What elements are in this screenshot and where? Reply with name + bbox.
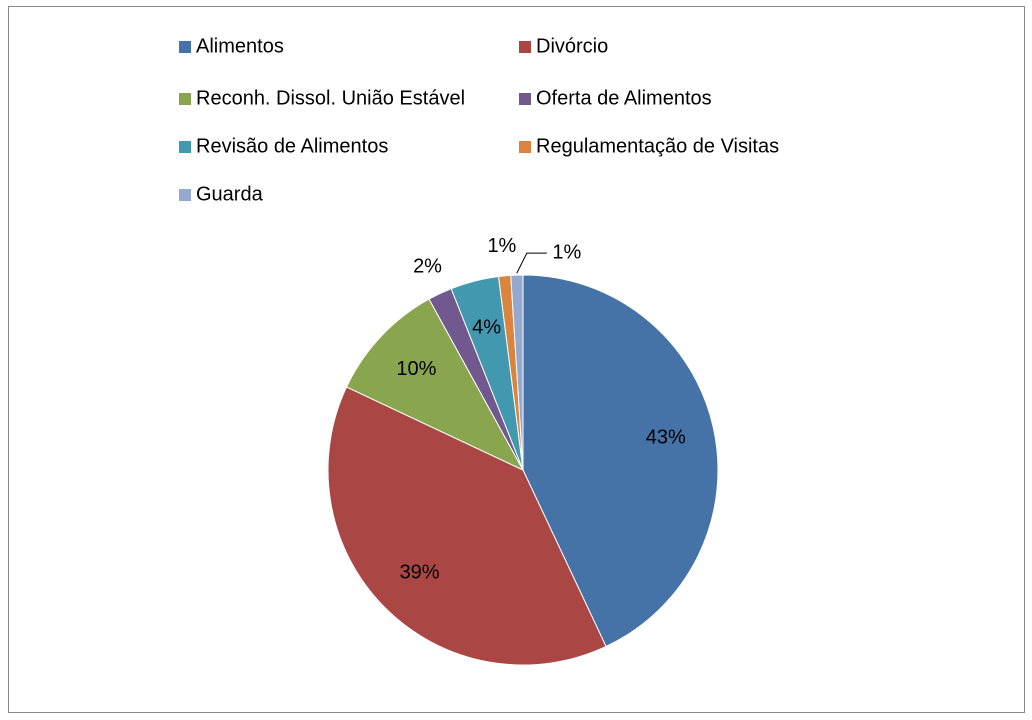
data-label: 2% (413, 255, 442, 277)
legend-swatch (179, 141, 191, 153)
data-label: 39% (400, 562, 440, 584)
data-label: 4% (472, 317, 501, 339)
data-label: 43% (646, 426, 686, 448)
leader-line (516, 252, 547, 274)
legend-swatch (519, 141, 531, 153)
data-label: 1% (552, 241, 581, 263)
pie-slice (345, 298, 525, 472)
legend-swatch (519, 41, 531, 53)
legend-swatch (179, 189, 191, 201)
data-label: 10% (396, 358, 436, 380)
legend-label: Oferta de Alimentos (536, 87, 712, 109)
legend-swatch (519, 93, 531, 105)
legend-label: Revisão de Alimentos (196, 135, 388, 157)
legend-label: Regulamentação de Visitas (536, 135, 779, 157)
legend-label: Reconh. Dissol. União Estável (196, 87, 465, 109)
legend-label: Divórcio (536, 35, 608, 57)
pie-slice (522, 274, 719, 648)
data-label: 1% (487, 235, 516, 257)
legend-swatch (179, 41, 191, 53)
pie-slice (327, 386, 607, 666)
pie-slice (510, 274, 524, 471)
legend-label: Alimentos (196, 35, 284, 57)
legend-label: Guarda (196, 183, 264, 205)
legend-swatch (179, 93, 191, 105)
